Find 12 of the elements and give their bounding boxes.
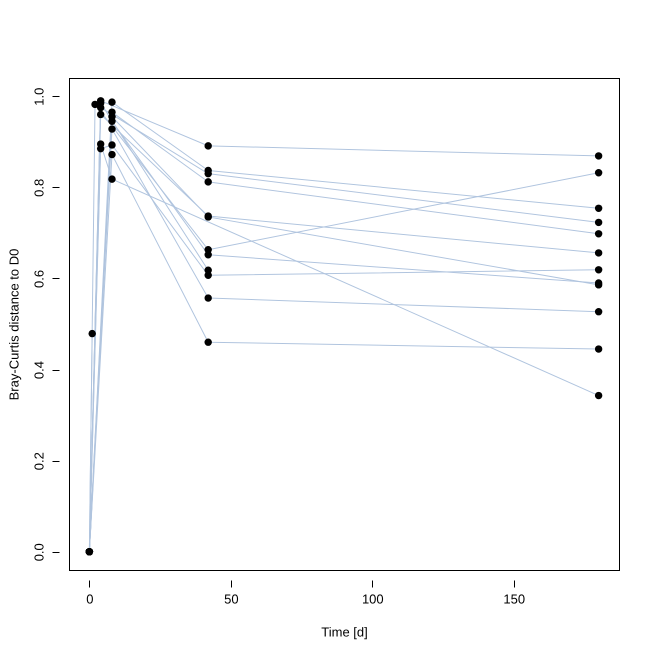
- y-tick-label: 0.0: [32, 543, 46, 562]
- x-tick-label: 50: [224, 592, 239, 606]
- x-tick-label: 150: [503, 592, 526, 606]
- y-tick-label: 0.6: [32, 270, 46, 288]
- x-tick-label: 0: [86, 592, 94, 606]
- y-tick-label: 0.2: [32, 452, 46, 470]
- y-tick-label: 0.8: [32, 178, 46, 197]
- x-axis-title: Time [d]: [321, 624, 368, 640]
- y-tick-label: 1.0: [32, 88, 46, 106]
- y-tick-label: 0.4: [32, 361, 46, 380]
- y-axis-title: Bray-Curtis distance to D0: [6, 248, 22, 400]
- x-tick-label: 100: [362, 592, 384, 606]
